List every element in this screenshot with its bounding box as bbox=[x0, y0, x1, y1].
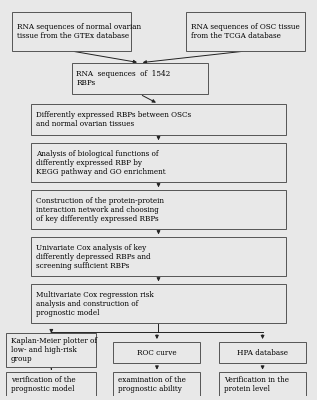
FancyBboxPatch shape bbox=[31, 143, 286, 182]
FancyBboxPatch shape bbox=[6, 372, 96, 396]
FancyBboxPatch shape bbox=[72, 63, 208, 94]
Text: verification of the
prognostic model: verification of the prognostic model bbox=[11, 376, 75, 393]
FancyBboxPatch shape bbox=[31, 190, 286, 230]
FancyBboxPatch shape bbox=[31, 237, 286, 276]
FancyBboxPatch shape bbox=[219, 372, 306, 396]
FancyBboxPatch shape bbox=[113, 342, 200, 364]
FancyBboxPatch shape bbox=[31, 104, 286, 135]
FancyBboxPatch shape bbox=[186, 12, 305, 51]
Text: examination of the
prognostic ability: examination of the prognostic ability bbox=[118, 376, 186, 393]
Text: Multivariate Cox regression risk
analysis and construction of
prognostic model: Multivariate Cox regression risk analysi… bbox=[36, 291, 153, 317]
FancyBboxPatch shape bbox=[219, 342, 306, 364]
Text: Kaplan-Meier plotter of
low- and high-risk
group: Kaplan-Meier plotter of low- and high-ri… bbox=[11, 337, 97, 363]
Text: HPA database: HPA database bbox=[237, 349, 288, 357]
FancyBboxPatch shape bbox=[12, 12, 131, 51]
Text: ROC curve: ROC curve bbox=[137, 349, 177, 357]
Text: Verification in the
protein level: Verification in the protein level bbox=[224, 376, 289, 393]
Text: RNA  sequences  of  1542
RBPs: RNA sequences of 1542 RBPs bbox=[76, 70, 171, 87]
Text: RNA sequences of OSC tissue
from the TCGA database: RNA sequences of OSC tissue from the TCG… bbox=[191, 23, 300, 40]
Text: Differently expressed RBPs between OSCs
and normal ovarian tissues: Differently expressed RBPs between OSCs … bbox=[36, 111, 191, 128]
Text: Construction of the protein-protein
interaction network and choosing
of key diff: Construction of the protein-protein inte… bbox=[36, 197, 164, 223]
FancyBboxPatch shape bbox=[113, 372, 200, 396]
Text: Univariate Cox analysis of key
differently depressed RBPs and
screening sufficie: Univariate Cox analysis of key different… bbox=[36, 244, 150, 270]
FancyBboxPatch shape bbox=[6, 333, 96, 366]
FancyBboxPatch shape bbox=[31, 284, 286, 324]
Text: Analysis of biological functions of
differently expressed RBP by
KEGG pathway an: Analysis of biological functions of diff… bbox=[36, 150, 165, 176]
Text: RNA sequences of normal ovarian
tissue from the GTEx database: RNA sequences of normal ovarian tissue f… bbox=[17, 23, 141, 40]
